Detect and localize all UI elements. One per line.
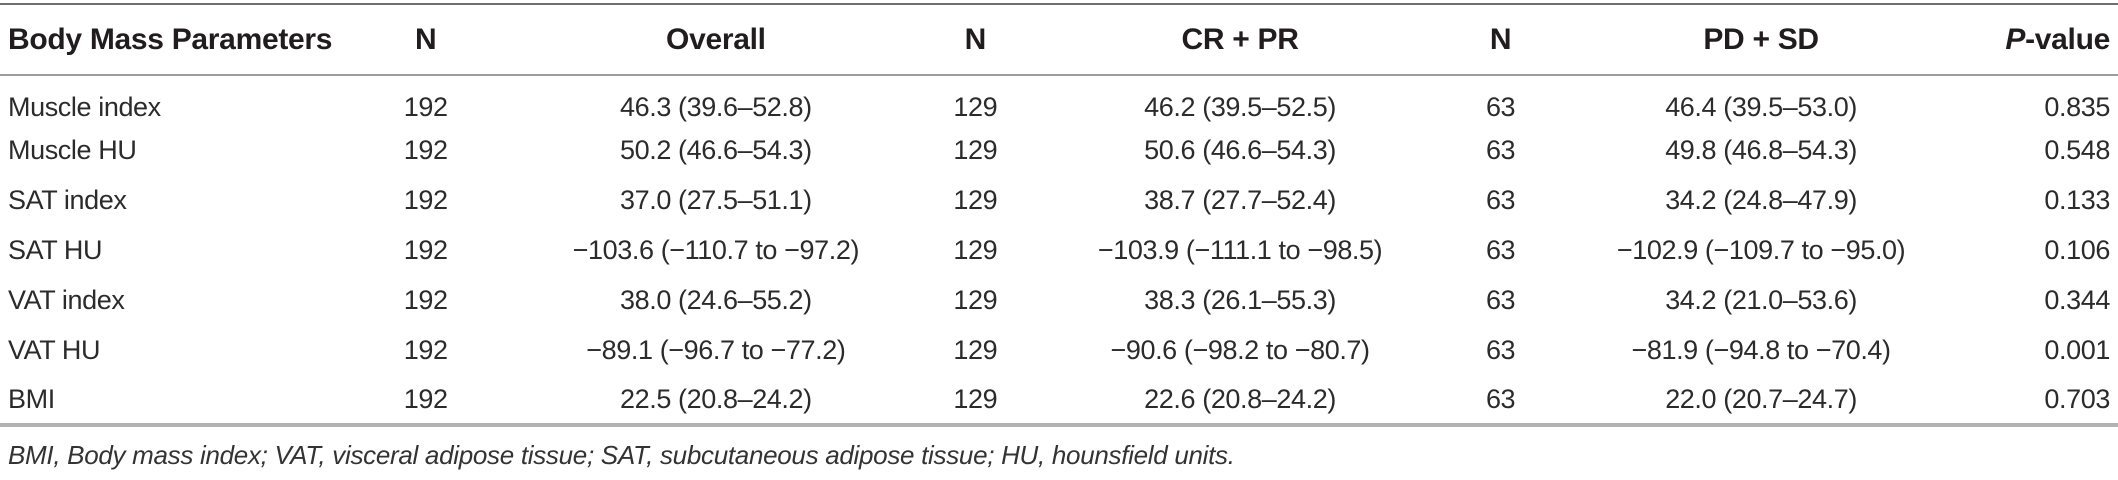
- p-value-rest-part: -value: [2025, 22, 2110, 56]
- table-footnote: BMI, Body mass index; VAT, visceral adip…: [8, 440, 1235, 470]
- row-overall-value: 50.2 (46.6–54.3): [619, 134, 812, 165]
- row-crpr-value: 38.7 (27.7–52.4): [1144, 184, 1336, 215]
- row-pdsd-value: 46.4 (39.5–53.0): [1665, 92, 1857, 122]
- row-overall-value: 22.5 (20.8–24.2): [619, 383, 812, 414]
- table-row: BMI 192 22.5 (20.8–24.2) 129 22.6 (20.8–24.2…: [0, 375, 2118, 425]
- row-p-value: 0.703: [2044, 383, 2110, 414]
- row-n-crpr: 129: [953, 92, 998, 122]
- column-header-body-mass-parameters: Body Mass Parameters: [0, 4, 332, 76]
- row-p-value: 0.133: [2044, 184, 2110, 215]
- p-value-italic-part: P: [2005, 22, 2026, 56]
- row-p-value: 0.344: [2044, 284, 2110, 315]
- row-n-overall: 192: [403, 134, 448, 165]
- column-header-cr-pr: CR + PR: [1039, 4, 1441, 76]
- row-p-value: 0.835: [2044, 92, 2110, 122]
- row-n-crpr: 129: [953, 383, 998, 414]
- row-n-overall: 192: [403, 334, 448, 365]
- column-header-n-crpr: N: [910, 4, 1040, 76]
- table-row: SAT HU 192 −103.6 (−110.7 to −97.2) 129 −103…: [0, 225, 2118, 275]
- row-overall-value: −89.1 (−96.7 to −77.2): [586, 334, 846, 365]
- row-n-crpr: 129: [953, 184, 998, 215]
- row-overall-value: 38.0 (24.6–55.2): [619, 284, 812, 315]
- row-parameter: SAT index: [8, 184, 127, 215]
- row-n-overall: 192: [403, 92, 448, 122]
- row-crpr-value: 38.3 (26.1–55.3): [1144, 284, 1336, 315]
- row-pdsd-value: −81.9 (−94.8 to −70.4): [1631, 334, 1891, 365]
- row-pdsd-value: 49.8 (46.8–54.3): [1665, 134, 1857, 165]
- row-n-crpr: 129: [953, 284, 998, 315]
- row-pdsd-value: 34.2 (21.0–53.6): [1665, 284, 1857, 315]
- row-pdsd-value: −102.9 (−109.7 to −95.0): [1616, 234, 1906, 265]
- table-header: Body Mass Parameters N Overall N CR + PR…: [0, 4, 2118, 76]
- row-crpr-value: −103.9 (−111.1 to −98.5): [1097, 234, 1383, 265]
- row-parameter: BMI: [8, 383, 55, 414]
- row-parameter: Muscle HU: [8, 134, 137, 165]
- column-header-n-overall: N: [330, 4, 522, 76]
- row-p-value: 0.001: [2044, 334, 2110, 365]
- body-mass-parameters-table: Body Mass Parameters N Overall N CR + PR…: [0, 3, 2118, 427]
- row-n-pdsd: 63: [1485, 92, 1516, 122]
- row-n-crpr: 129: [953, 134, 998, 165]
- row-n-crpr: 129: [953, 334, 998, 365]
- row-parameter: VAT index: [8, 284, 125, 315]
- row-pdsd-value: 22.0 (20.7–24.7): [1665, 383, 1857, 414]
- row-crpr-value: −90.6 (−98.2 to −80.7): [1110, 334, 1370, 365]
- row-p-value: 0.548: [2044, 134, 2110, 165]
- row-parameter: VAT HU: [8, 334, 101, 365]
- row-n-pdsd: 63: [1485, 383, 1516, 414]
- row-n-pdsd: 63: [1485, 134, 1516, 165]
- column-header-pd-sd: PD + SD: [1560, 4, 1962, 76]
- column-header-p-value: P-value: [1961, 4, 2118, 76]
- row-parameter: Muscle index: [8, 92, 161, 122]
- row-n-pdsd: 63: [1485, 284, 1516, 315]
- row-pdsd-value: 34.2 (24.8–47.9): [1665, 184, 1857, 215]
- row-parameter: SAT HU: [8, 234, 103, 265]
- table-row: Muscle index 192 46.3 (39.6–52.8) 129 46.2 (…: [0, 75, 2118, 125]
- header-row: Body Mass Parameters N Overall N CR + PR…: [0, 4, 2118, 76]
- row-n-overall: 192: [403, 383, 448, 414]
- row-crpr-value: 50.6 (46.6–54.3): [1144, 134, 1336, 165]
- row-overall-value: 37.0 (27.5–51.1): [619, 184, 812, 215]
- row-n-pdsd: 63: [1485, 234, 1516, 265]
- row-overall-value: 46.3 (39.6–52.8): [619, 92, 812, 122]
- row-crpr-value: 22.6 (20.8–24.2): [1144, 383, 1336, 414]
- column-header-overall: Overall: [521, 4, 911, 76]
- row-overall-value: −103.6 (−110.7 to −97.2): [572, 234, 860, 265]
- table-row: VAT HU 192 −89.1 (−96.7 to −77.2) 129 −90.6 …: [0, 325, 2118, 375]
- row-crpr-value: 46.2 (39.5–52.5): [1144, 92, 1336, 122]
- row-p-value: 0.106: [2044, 234, 2110, 265]
- column-header-n-pdsd: N: [1440, 4, 1561, 76]
- row-n-overall: 192: [403, 234, 448, 265]
- row-n-overall: 192: [403, 284, 448, 315]
- row-n-pdsd: 63: [1485, 184, 1516, 215]
- table-row: VAT index 192 38.0 (24.6–55.2) 129 38.3 (26.…: [0, 275, 2118, 325]
- row-n-pdsd: 63: [1485, 334, 1516, 365]
- table-row: SAT index 192 37.0 (27.5–51.1) 129 38.7 (27.…: [0, 175, 2118, 225]
- table-body: Muscle index 192 46.3 (39.6–52.8) 129 46.2 (…: [0, 75, 2118, 425]
- table-row: Muscle HU 192 50.2 (46.6–54.3) 129 50.6 (46.…: [0, 125, 2118, 175]
- row-n-crpr: 129: [953, 234, 998, 265]
- row-n-overall: 192: [403, 184, 448, 215]
